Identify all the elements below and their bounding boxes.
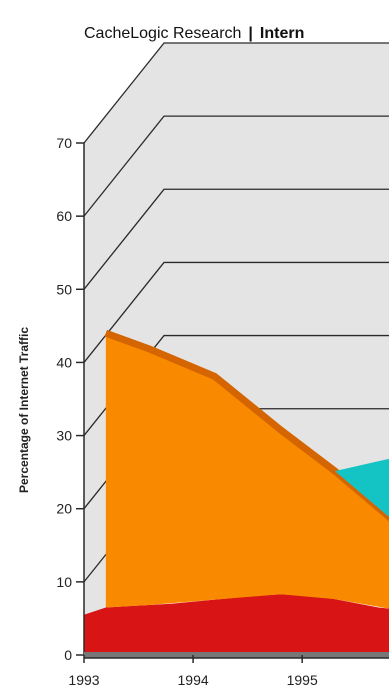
- gridline-40: [83, 261, 389, 363]
- y-tick-label-20: 20: [56, 501, 72, 517]
- gridline-70: [83, 42, 389, 144]
- x-tick-label-1993: 1993: [68, 672, 99, 688]
- area-series-2: [105, 333, 389, 609]
- x-tick-label-1994: 1994: [178, 672, 209, 688]
- header-separator: |: [248, 25, 252, 42]
- area-series-1: [84, 592, 389, 655]
- chart-areas: [84, 329, 389, 655]
- y-tick-label-10: 10: [56, 574, 72, 590]
- y-tick-label-60: 60: [56, 208, 72, 224]
- y-tick-label-50: 50: [56, 281, 72, 297]
- y-tick-labels: 0 10 20 30 40 50 60 70: [56, 135, 72, 663]
- x-tick-labels: 1993199419951996199719: [68, 672, 318, 688]
- y-tick-label-40: 40: [56, 354, 72, 370]
- y-tick-label-30: 30: [56, 428, 72, 444]
- chart-axes: [76, 142, 389, 663]
- chart-header: CacheLogic Research | Intern: [84, 25, 304, 42]
- header-title-fragment: Intern: [260, 25, 304, 42]
- x-tick-label-1995: 1995: [287, 672, 318, 688]
- y-axis-label: Percentage of Internet Traffic: [17, 327, 31, 493]
- gridline-50: [83, 188, 389, 290]
- y-tick-label-0: 0: [64, 647, 72, 663]
- area-series-3: [334, 458, 389, 517]
- gridline-60: [83, 115, 389, 217]
- header-source: CacheLogic Research: [84, 25, 241, 42]
- y-tick-label-70: 70: [56, 135, 72, 151]
